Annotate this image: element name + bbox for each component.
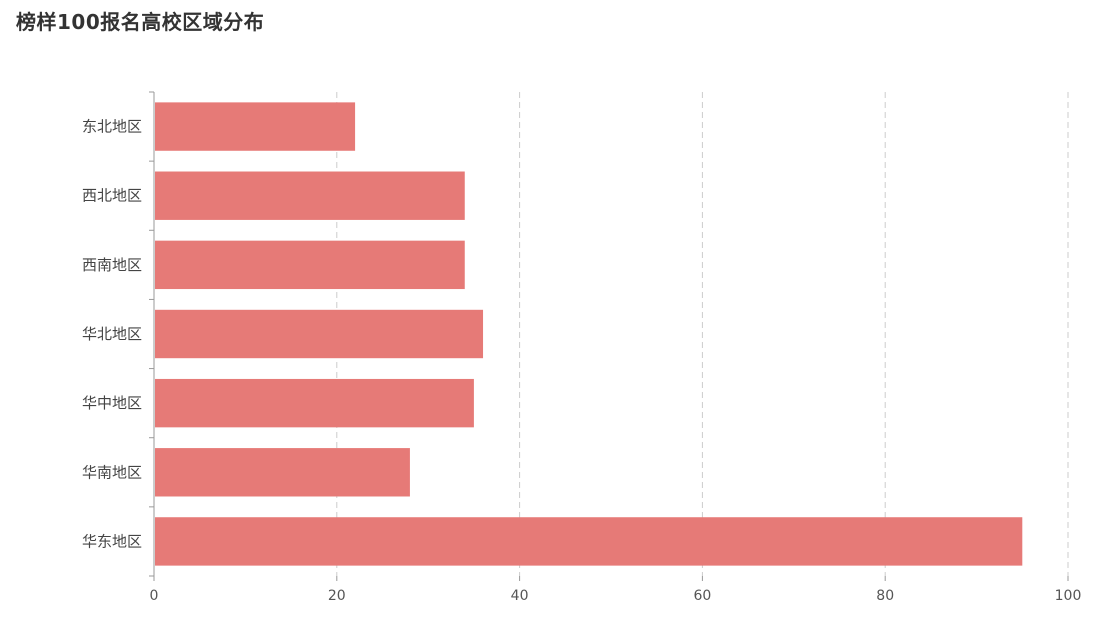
axes	[149, 91, 1069, 581]
category-label: 西南地区	[82, 256, 142, 274]
x-tick-label: 0	[150, 588, 159, 604]
bar	[155, 517, 1023, 566]
category-label: 西北地区	[82, 187, 142, 205]
bar	[155, 102, 356, 151]
x-tick-label: 20	[328, 588, 346, 604]
x-tick-label: 40	[511, 588, 529, 604]
x-tick-label: 60	[693, 588, 711, 604]
bar	[155, 309, 484, 359]
x-tick-label: 80	[876, 588, 894, 604]
bar	[155, 378, 474, 428]
bar	[155, 171, 465, 220]
category-label: 东北地区	[82, 118, 142, 136]
category-label: 华南地区	[82, 463, 142, 481]
bar	[155, 448, 410, 497]
bars	[155, 102, 1023, 566]
x-tick-label: 100	[1055, 588, 1082, 604]
category-label: 华北地区	[82, 325, 142, 343]
category-label: 华东地区	[82, 532, 142, 550]
bar	[155, 240, 465, 290]
category-label: 华中地区	[82, 394, 142, 412]
chart-title: 榜样100报名高校区域分布	[16, 10, 265, 34]
